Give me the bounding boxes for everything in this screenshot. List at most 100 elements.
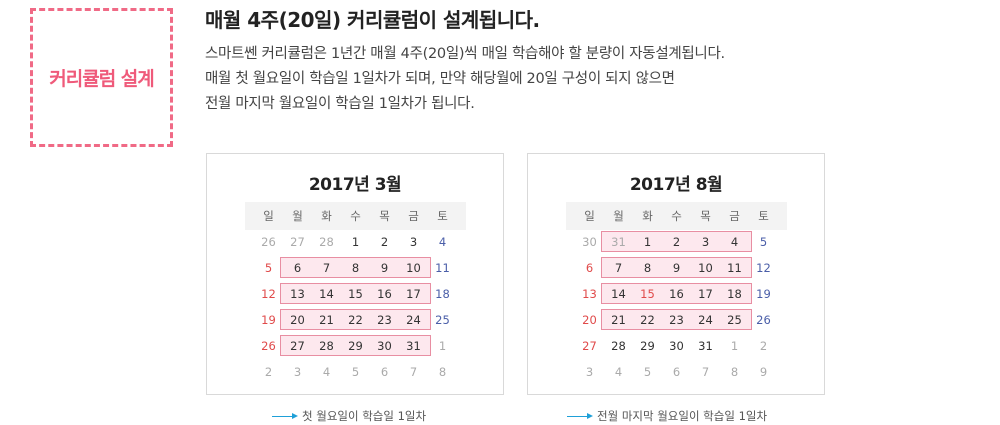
calendar-day: 13 [582,287,597,301]
calendar-day: 3 [409,235,418,249]
calendar-day: 30 [377,339,392,353]
calendar-day: 20 [290,313,305,327]
arrow-right-icon [272,412,298,419]
calendar-day: 8 [438,365,447,379]
calendar-day: 26 [261,235,276,249]
study-week-highlight [280,257,431,278]
calendar-day: 5 [264,261,273,275]
calendar-day: 13 [290,287,305,301]
calendar-day: 28 [319,339,334,353]
calendar-day: 11 [435,261,450,275]
calendar-day: 5 [351,365,360,379]
calendar-day: 1 [643,235,652,249]
calendar-day: 19 [261,313,276,327]
description: 스마트쎈 커리큘럼은 1년간 매월 4주(20일)씩 매일 학습해야 할 분량이… [205,42,925,117]
calendar-day: 21 [611,313,626,327]
page-title: 매월 4주(20일) 커리큘럼이 설계됩니다. [205,8,540,32]
calendar-title: 2017년 3월 [308,175,402,195]
calendar-day: 18 [435,287,450,301]
calendar-day: 10 [406,261,421,275]
calendar-day: 28 [319,235,334,249]
calendar-day: 20 [582,313,597,327]
calendar-day: 12 [261,287,276,301]
calendar-day: 23 [377,313,392,327]
calendar-day: 1 [438,339,447,353]
calendar-day: 3 [701,235,710,249]
calendar-day: 9 [672,261,681,275]
weekday-label: 수 [350,209,361,223]
study-week-highlight [280,309,431,330]
description-line: 전월 마지막 월요일이 학습일 1일차가 됩니다. [205,96,475,112]
calendar-day: 1 [730,339,739,353]
weekday-label: 목 [379,209,390,223]
calendar-day: 24 [698,313,713,327]
calendar-day: 26 [756,313,771,327]
calendar-day: 8 [351,261,360,275]
weekday-label: 일 [263,209,274,223]
study-week-highlight [601,257,752,278]
calendar-day: 7 [614,261,623,275]
calendar-day: 25 [435,313,450,327]
calendar-day: 14 [611,287,626,301]
study-week-highlight [280,335,431,356]
calendar-title: 2017년 8월 [629,175,723,195]
calendar-day: 7 [701,365,710,379]
weekday-header-row [245,202,466,230]
calendar-day: 4 [730,235,739,249]
calendar-day: 3 [293,365,302,379]
calendar-day: 2 [759,339,768,353]
calendar-day: 2 [380,235,389,249]
weekday-label: 목 [700,209,711,223]
legend-text: 첫 월요일이 학습일 1일차 [302,409,427,423]
legend-text: 전월 마지막 월요일이 학습일 1일차 [597,409,768,423]
calendar-day: 2 [264,365,273,379]
calendar-day: 5 [759,235,768,249]
calendar-day: 31 [611,235,626,249]
calendar-day: 24 [406,313,421,327]
calendar-day: 8 [643,261,652,275]
arrow-right-icon [567,412,593,419]
calendar-day: 4 [322,365,331,379]
description-line: 스마트쎈 커리큘럼은 1년간 매월 4주(20일)씩 매일 학습해야 할 분량이… [205,46,725,62]
weekday-label: 토 [758,209,769,223]
weekday-label: 토 [437,209,448,223]
calendar-day: 30 [582,235,597,249]
calendar-day: 2 [672,235,681,249]
weekday-header-row [566,202,787,230]
calendar-day: 22 [640,313,655,327]
weekday-label: 일 [584,209,595,223]
calendar-day: 4 [438,235,447,249]
study-week-highlight [601,283,752,304]
calendar-day: 23 [669,313,684,327]
calendar-day: 15 [640,287,655,301]
calendar-day: 7 [322,261,331,275]
calendar-day: 28 [611,339,626,353]
calendar-day: 29 [640,339,655,353]
study-week-highlight [280,283,431,304]
calendar-day: 22 [348,313,363,327]
weekday-label: 월 [292,209,303,223]
calendar-day: 7 [409,365,418,379]
weekday-label: 화 [321,209,332,223]
calendar-day: 16 [669,287,684,301]
description-line: 매월 첫 월요일이 학습일 1일차가 되며, 만약 해당월에 20일 구성이 되… [205,71,675,87]
calendar-day: 6 [380,365,389,379]
calendar-day: 11 [727,261,742,275]
calendar-day: 21 [319,313,334,327]
calendar-day: 4 [614,365,623,379]
calendar-day: 9 [380,261,389,275]
calendar-august-2017: 2017년 8월 일 월 화 수 목 금 토 30 31 1 2 3 4 5 6 7 8 9 10 11 12 13 14 1… [527,153,825,395]
curriculum-design-badge: 커리큘럼 설계 [30,8,173,147]
calendar-day: 17 [406,287,421,301]
calendar-day: 17 [698,287,713,301]
calendar-day: 25 [727,313,742,327]
calendar-day: 27 [290,235,305,249]
calendar-day: 6 [672,365,681,379]
calendar-day: 16 [377,287,392,301]
calendar-day: 19 [756,287,771,301]
calendar-day: 31 [406,339,421,353]
legend-last-monday: 전월 마지막 월요일이 학습일 1일차 [567,408,767,424]
study-week-highlight [601,231,752,252]
calendar-day: 5 [643,365,652,379]
calendar-day: 6 [585,261,594,275]
